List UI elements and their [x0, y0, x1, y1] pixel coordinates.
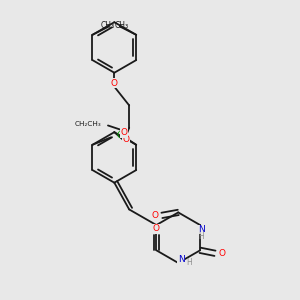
- Text: O: O: [153, 224, 160, 233]
- Text: CH₂CH₃: CH₂CH₃: [75, 121, 101, 127]
- Text: N: N: [198, 225, 205, 234]
- Text: Cl: Cl: [116, 131, 125, 140]
- Text: O: O: [123, 134, 130, 143]
- Text: O: O: [152, 211, 159, 220]
- Text: H: H: [199, 232, 205, 241]
- Text: CH₃: CH₃: [100, 20, 115, 29]
- Text: O: O: [111, 79, 118, 88]
- Text: CH₃: CH₃: [114, 20, 128, 29]
- Text: O: O: [218, 249, 225, 258]
- Text: N: N: [178, 256, 184, 265]
- Text: H: H: [186, 258, 191, 267]
- Text: O: O: [121, 128, 128, 137]
